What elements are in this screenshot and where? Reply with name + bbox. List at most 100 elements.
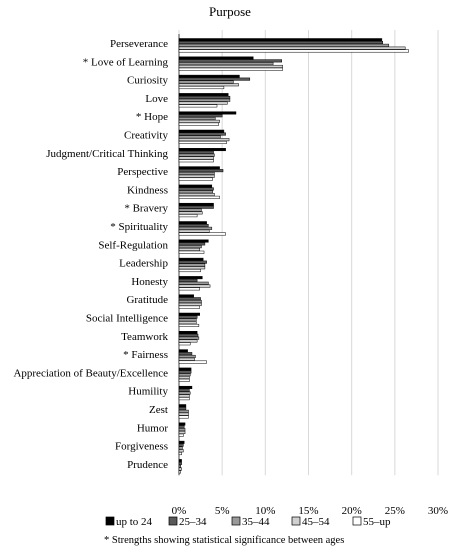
bar — [178, 315, 198, 319]
bar — [178, 467, 182, 471]
bar — [178, 229, 210, 233]
bar — [178, 193, 215, 197]
bar — [178, 281, 209, 285]
bar — [178, 211, 203, 215]
bar — [178, 342, 191, 346]
legend-swatch — [291, 516, 301, 526]
bar — [178, 404, 187, 408]
bar — [178, 354, 196, 358]
bar — [178, 56, 254, 60]
bar — [178, 239, 209, 243]
bar — [178, 378, 190, 382]
bar — [178, 226, 213, 230]
legend-label: 45–54 — [302, 516, 330, 528]
category-label: * Hope — [136, 111, 168, 123]
bar — [178, 245, 202, 249]
bar — [178, 205, 214, 209]
bar — [178, 171, 215, 175]
legend-swatch — [231, 516, 241, 526]
legend-swatch — [105, 516, 115, 526]
bar — [178, 349, 188, 353]
bar — [178, 114, 223, 118]
bar — [178, 129, 225, 133]
bar — [178, 276, 203, 280]
bar — [178, 385, 193, 389]
category-label: * Love of Learning — [83, 56, 169, 68]
bar — [178, 373, 191, 377]
bar — [178, 190, 213, 194]
bar — [178, 278, 198, 282]
x-tick-label: 20% — [342, 505, 362, 517]
bar — [178, 370, 192, 374]
bar — [178, 242, 206, 246]
bar — [178, 318, 197, 322]
bars — [178, 38, 409, 474]
bar — [178, 461, 182, 465]
bar — [178, 430, 186, 434]
x-tick-label: 25% — [385, 505, 405, 517]
bar — [178, 415, 189, 419]
bar — [178, 67, 283, 71]
legend-swatch — [168, 516, 178, 526]
category-label: Zest — [149, 404, 168, 416]
x-tick-label: 30% — [428, 505, 448, 517]
bar — [178, 302, 202, 306]
bar — [178, 208, 202, 212]
bar — [178, 64, 283, 68]
bar — [178, 148, 226, 152]
bar — [178, 46, 406, 50]
bar — [178, 250, 205, 254]
bar — [178, 174, 215, 178]
bar — [178, 156, 214, 160]
legend: up to 24 25–34 35–44 45–54 55–up — [105, 516, 391, 528]
bar — [178, 169, 224, 173]
bar — [178, 357, 195, 361]
bar — [178, 132, 226, 136]
bar — [178, 247, 200, 251]
x-tick-label: 0% — [172, 505, 187, 517]
bar — [178, 284, 211, 288]
bar — [178, 300, 202, 304]
bar — [178, 38, 383, 42]
category-label: Creativity — [124, 130, 168, 142]
bar — [178, 260, 207, 264]
bar — [178, 49, 409, 53]
bar — [178, 388, 190, 392]
bar — [178, 59, 282, 63]
bar — [178, 269, 201, 273]
bar — [178, 305, 200, 309]
bar — [178, 119, 220, 123]
bar — [178, 150, 214, 154]
bar — [178, 135, 221, 139]
category-label: Humility — [128, 386, 168, 398]
bar — [178, 80, 234, 84]
bar — [178, 459, 182, 463]
bar — [178, 159, 214, 163]
bar — [178, 428, 186, 432]
bar — [178, 425, 185, 429]
bar — [178, 62, 274, 66]
category-label: Kindness — [127, 184, 168, 196]
bar — [178, 394, 190, 398]
category-label: Leadership — [119, 258, 168, 270]
bar — [178, 443, 184, 447]
category-label: Appreciation of Beauty/Excellence — [13, 367, 168, 379]
bar — [178, 101, 228, 105]
bar — [178, 117, 216, 121]
bar — [178, 83, 239, 87]
bar — [178, 224, 209, 228]
bar — [178, 93, 229, 97]
category-label: Love — [145, 93, 168, 105]
x-tick-label: 15% — [298, 505, 318, 517]
bar — [178, 195, 220, 199]
bar — [178, 336, 200, 340]
bar — [178, 41, 383, 45]
bar — [178, 397, 190, 401]
bar — [178, 122, 219, 126]
bar — [178, 449, 184, 453]
category-label: Self-Regulation — [98, 239, 168, 251]
category-label: Humor — [137, 422, 169, 434]
category-label: Forgiveness — [115, 441, 168, 453]
bar — [178, 321, 197, 325]
